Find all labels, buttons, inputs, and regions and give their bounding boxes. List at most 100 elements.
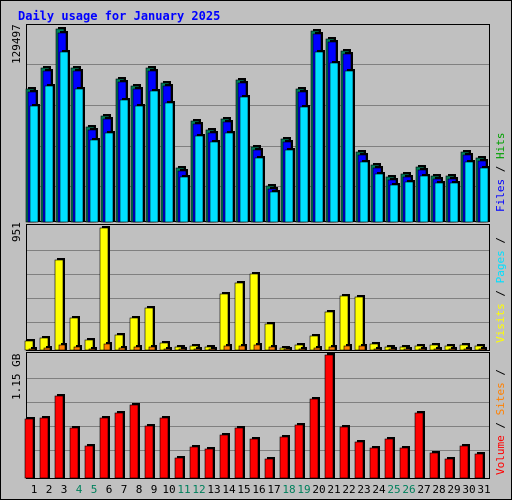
x-label-day: 17	[267, 483, 280, 496]
bar-volume	[144, 425, 154, 479]
bar-volume	[399, 447, 409, 479]
x-label-day: 29	[447, 483, 460, 496]
bar-pages	[479, 167, 489, 223]
legend-top: Files / Hits	[494, 133, 507, 213]
bar-sites	[328, 346, 336, 351]
bar-sites	[268, 346, 276, 351]
bar-sites	[298, 348, 306, 351]
bar-volume	[414, 412, 424, 479]
bar-pages	[44, 85, 54, 223]
x-label-day: 28	[432, 483, 445, 496]
bar-volume	[24, 418, 34, 479]
x-label-day: 23	[357, 483, 370, 496]
bar-sites-shadow	[376, 347, 382, 350]
bar-pages	[179, 176, 189, 223]
bar-sites	[223, 345, 231, 351]
bar-volume	[219, 434, 229, 479]
bar-sites	[58, 344, 66, 351]
bar-volume	[99, 417, 109, 479]
bar-volume	[309, 398, 319, 479]
bar-pages	[464, 161, 474, 223]
bar-volume	[174, 457, 184, 479]
bar-pages	[284, 149, 294, 223]
bar-sites	[103, 343, 111, 351]
legend-files: Files	[494, 179, 507, 212]
bar-volume	[69, 427, 79, 479]
x-label-day: 4	[76, 483, 83, 496]
bar-visits	[339, 295, 349, 351]
bar-sites	[418, 348, 426, 351]
bar-visits	[219, 293, 229, 351]
bar-sites-shadow	[91, 347, 97, 350]
x-label-day: 22	[342, 483, 355, 496]
x-label-day: 13	[207, 483, 220, 496]
bar-volume	[354, 441, 364, 479]
bar-pages	[344, 70, 354, 223]
bar-sites-shadow	[31, 347, 37, 350]
bar-pages	[29, 105, 39, 223]
bar-sites	[283, 348, 291, 351]
bar-sites-shadow	[166, 347, 172, 350]
x-label-day: 18	[282, 483, 295, 496]
bar-pages	[224, 132, 234, 223]
x-label-day: 9	[151, 483, 158, 496]
bar-volume	[369, 447, 379, 479]
bar-volume	[39, 417, 49, 479]
bar-volume	[474, 453, 484, 479]
bar-pages	[209, 141, 219, 223]
x-label-day: 21	[327, 483, 340, 496]
bar-visits	[234, 282, 244, 351]
chart-title: Daily usage for January 2025	[18, 9, 220, 23]
bar-pages	[134, 105, 144, 223]
bar-sites	[133, 346, 141, 351]
bar-volume	[234, 427, 244, 479]
bar-volume	[204, 448, 214, 479]
x-label-day: 6	[106, 483, 113, 496]
x-label-day: 2	[46, 483, 53, 496]
bar-sites-shadow	[286, 347, 292, 350]
x-label-day: 1	[31, 483, 38, 496]
bar-pages	[194, 135, 204, 223]
bar-sites	[178, 348, 186, 351]
bar-pages	[374, 173, 384, 223]
bar-sites-shadow	[421, 347, 427, 350]
bar-pages	[389, 184, 399, 223]
bar-visits	[324, 311, 334, 351]
legend-volume: Volume	[494, 435, 507, 475]
bar-pages	[59, 51, 69, 223]
bar-pages	[104, 132, 114, 223]
bar-sites	[163, 348, 171, 351]
bar-volume	[54, 395, 64, 479]
x-label-day: 16	[252, 483, 265, 496]
bar-sites	[433, 348, 441, 351]
bar-pages	[254, 157, 264, 223]
bar-pages	[359, 161, 369, 223]
bar-pages	[149, 90, 159, 223]
legend-hits: Hits	[494, 133, 507, 160]
bar-volume	[249, 438, 259, 479]
bar-volume	[279, 436, 289, 479]
x-label-day: 8	[136, 483, 143, 496]
bar-volume	[339, 426, 349, 479]
bar-pages	[164, 102, 174, 223]
bar-sites	[88, 348, 96, 351]
bar-sites-shadow	[391, 347, 397, 350]
x-label-day: 12	[192, 483, 205, 496]
bar-sites	[403, 348, 411, 351]
bar-sites	[253, 344, 261, 351]
bar-sites-shadow	[436, 347, 442, 350]
bar-sites	[193, 348, 201, 351]
bar-sites	[388, 348, 396, 351]
bar-volume	[264, 458, 274, 479]
x-label-day: 20	[312, 483, 325, 496]
bar-pages	[74, 88, 84, 223]
bar-sites	[463, 348, 471, 351]
x-label-day: 11	[177, 483, 190, 496]
bar-sites	[28, 348, 36, 351]
bar-pages	[239, 96, 249, 223]
bar-volume	[189, 446, 199, 479]
bar-pages	[314, 51, 324, 223]
bar-sites	[343, 345, 351, 351]
bar-sites	[373, 348, 381, 351]
